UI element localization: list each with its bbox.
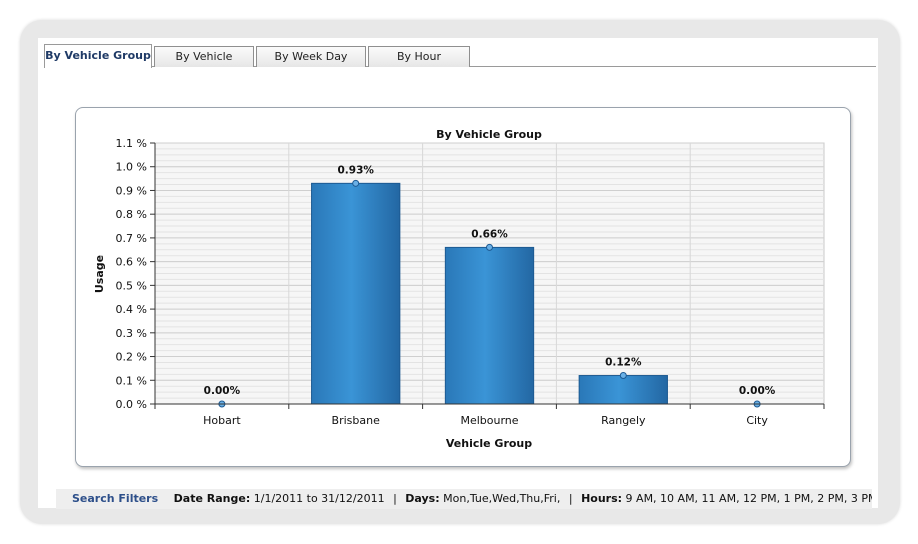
x-axis-label: Vehicle Group <box>446 437 532 450</box>
data-label: 0.12% <box>605 357 642 369</box>
y-tick-label: 0.1 % <box>116 374 147 387</box>
tab-by-week-day[interactable]: By Week Day <box>256 46 366 67</box>
x-tick-label: Rangely <box>601 414 646 427</box>
x-axis-ticks: Hobart Brisbane Melbourne Rangely City <box>154 404 825 427</box>
y-tick-label: 0.3 % <box>116 327 147 340</box>
data-label: 0.66% <box>471 228 508 240</box>
tab-by-vehicle-group[interactable]: By Vehicle Group <box>44 44 152 68</box>
date-range-label: Date Range: <box>173 492 251 505</box>
data-label: 0.00% <box>204 385 241 397</box>
separator-2: | <box>568 492 573 505</box>
y-tick-label: 0.4 % <box>116 303 147 316</box>
bar-marker <box>619 372 627 380</box>
separator-1: | <box>393 492 397 505</box>
data-label: 0.00% <box>739 385 776 397</box>
tab-by-vehicle[interactable]: By Vehicle <box>154 46 254 67</box>
y-tick-label: 0.8 % <box>116 208 147 221</box>
x-tick-label: City <box>746 414 768 427</box>
days-label: Days: <box>405 492 440 505</box>
search-filters-heading[interactable]: Search Filters <box>72 492 159 505</box>
date-range-value: 1/1/2011 to 31/12/2011 <box>253 492 385 505</box>
data-label: 0.93% <box>337 164 374 176</box>
y-tick-label: 0.5 % <box>116 279 147 292</box>
y-tick-label: 0.7 % <box>116 232 147 245</box>
bars: 0.00% 0.93% 0.66% 0.12% 0.00% <box>204 164 776 408</box>
x-tick-label: Hobart <box>203 414 241 427</box>
x-tick-label: Brisbane <box>332 414 381 427</box>
hours-label: Hours: <box>581 492 623 505</box>
chart-title: By Vehicle Group <box>436 128 542 141</box>
y-tick-label: 0.2 % <box>116 351 147 364</box>
y-axis-label: Usage <box>93 255 106 293</box>
bar-marker <box>486 243 493 251</box>
y-tick-label: 1.1 % <box>116 137 147 150</box>
search-filters-bar: Search Filters Date Range: 1/1/2011 to 3… <box>56 489 872 509</box>
bar-rangely[interactable] <box>578 375 668 405</box>
days-value: Mon,Tue,Wed,Thu,Fri, <box>443 492 561 505</box>
hours-value: 9 AM, 10 AM, 11 AM, 12 PM, 1 PM, 2 PM, 3… <box>625 492 872 505</box>
tab-bar: By Vehicle Group By Vehicle By Week Day … <box>44 44 876 68</box>
bar-chart: 0.0 % 0.1 % 0.2 % 0.3 % 0.4 % 0.5 % 0.6 % 0.7 %… <box>93 128 825 450</box>
bar-brisbane[interactable] <box>311 182 401 405</box>
y-tick-label: 1.0 % <box>116 161 147 174</box>
chart-panel: 0.0 % 0.1 % 0.2 % 0.3 % 0.4 % 0.5 % 0.6 % 0.7 %… <box>75 107 851 467</box>
y-tick-label: 0.0 % <box>116 398 147 411</box>
bar-melbourne[interactable] <box>444 246 535 405</box>
y-tick-label: 0.6 % <box>116 256 147 269</box>
x-tick-label: Melbourne <box>460 414 518 427</box>
tab-by-hour[interactable]: By Hour <box>368 46 470 67</box>
y-axis-ticks: 0.0 % 0.1 % 0.2 % 0.3 % 0.4 % 0.5 % 0.6 % 0.7 %… <box>116 137 155 411</box>
bar-marker <box>352 179 360 187</box>
y-tick-label: 0.9 % <box>116 184 147 197</box>
